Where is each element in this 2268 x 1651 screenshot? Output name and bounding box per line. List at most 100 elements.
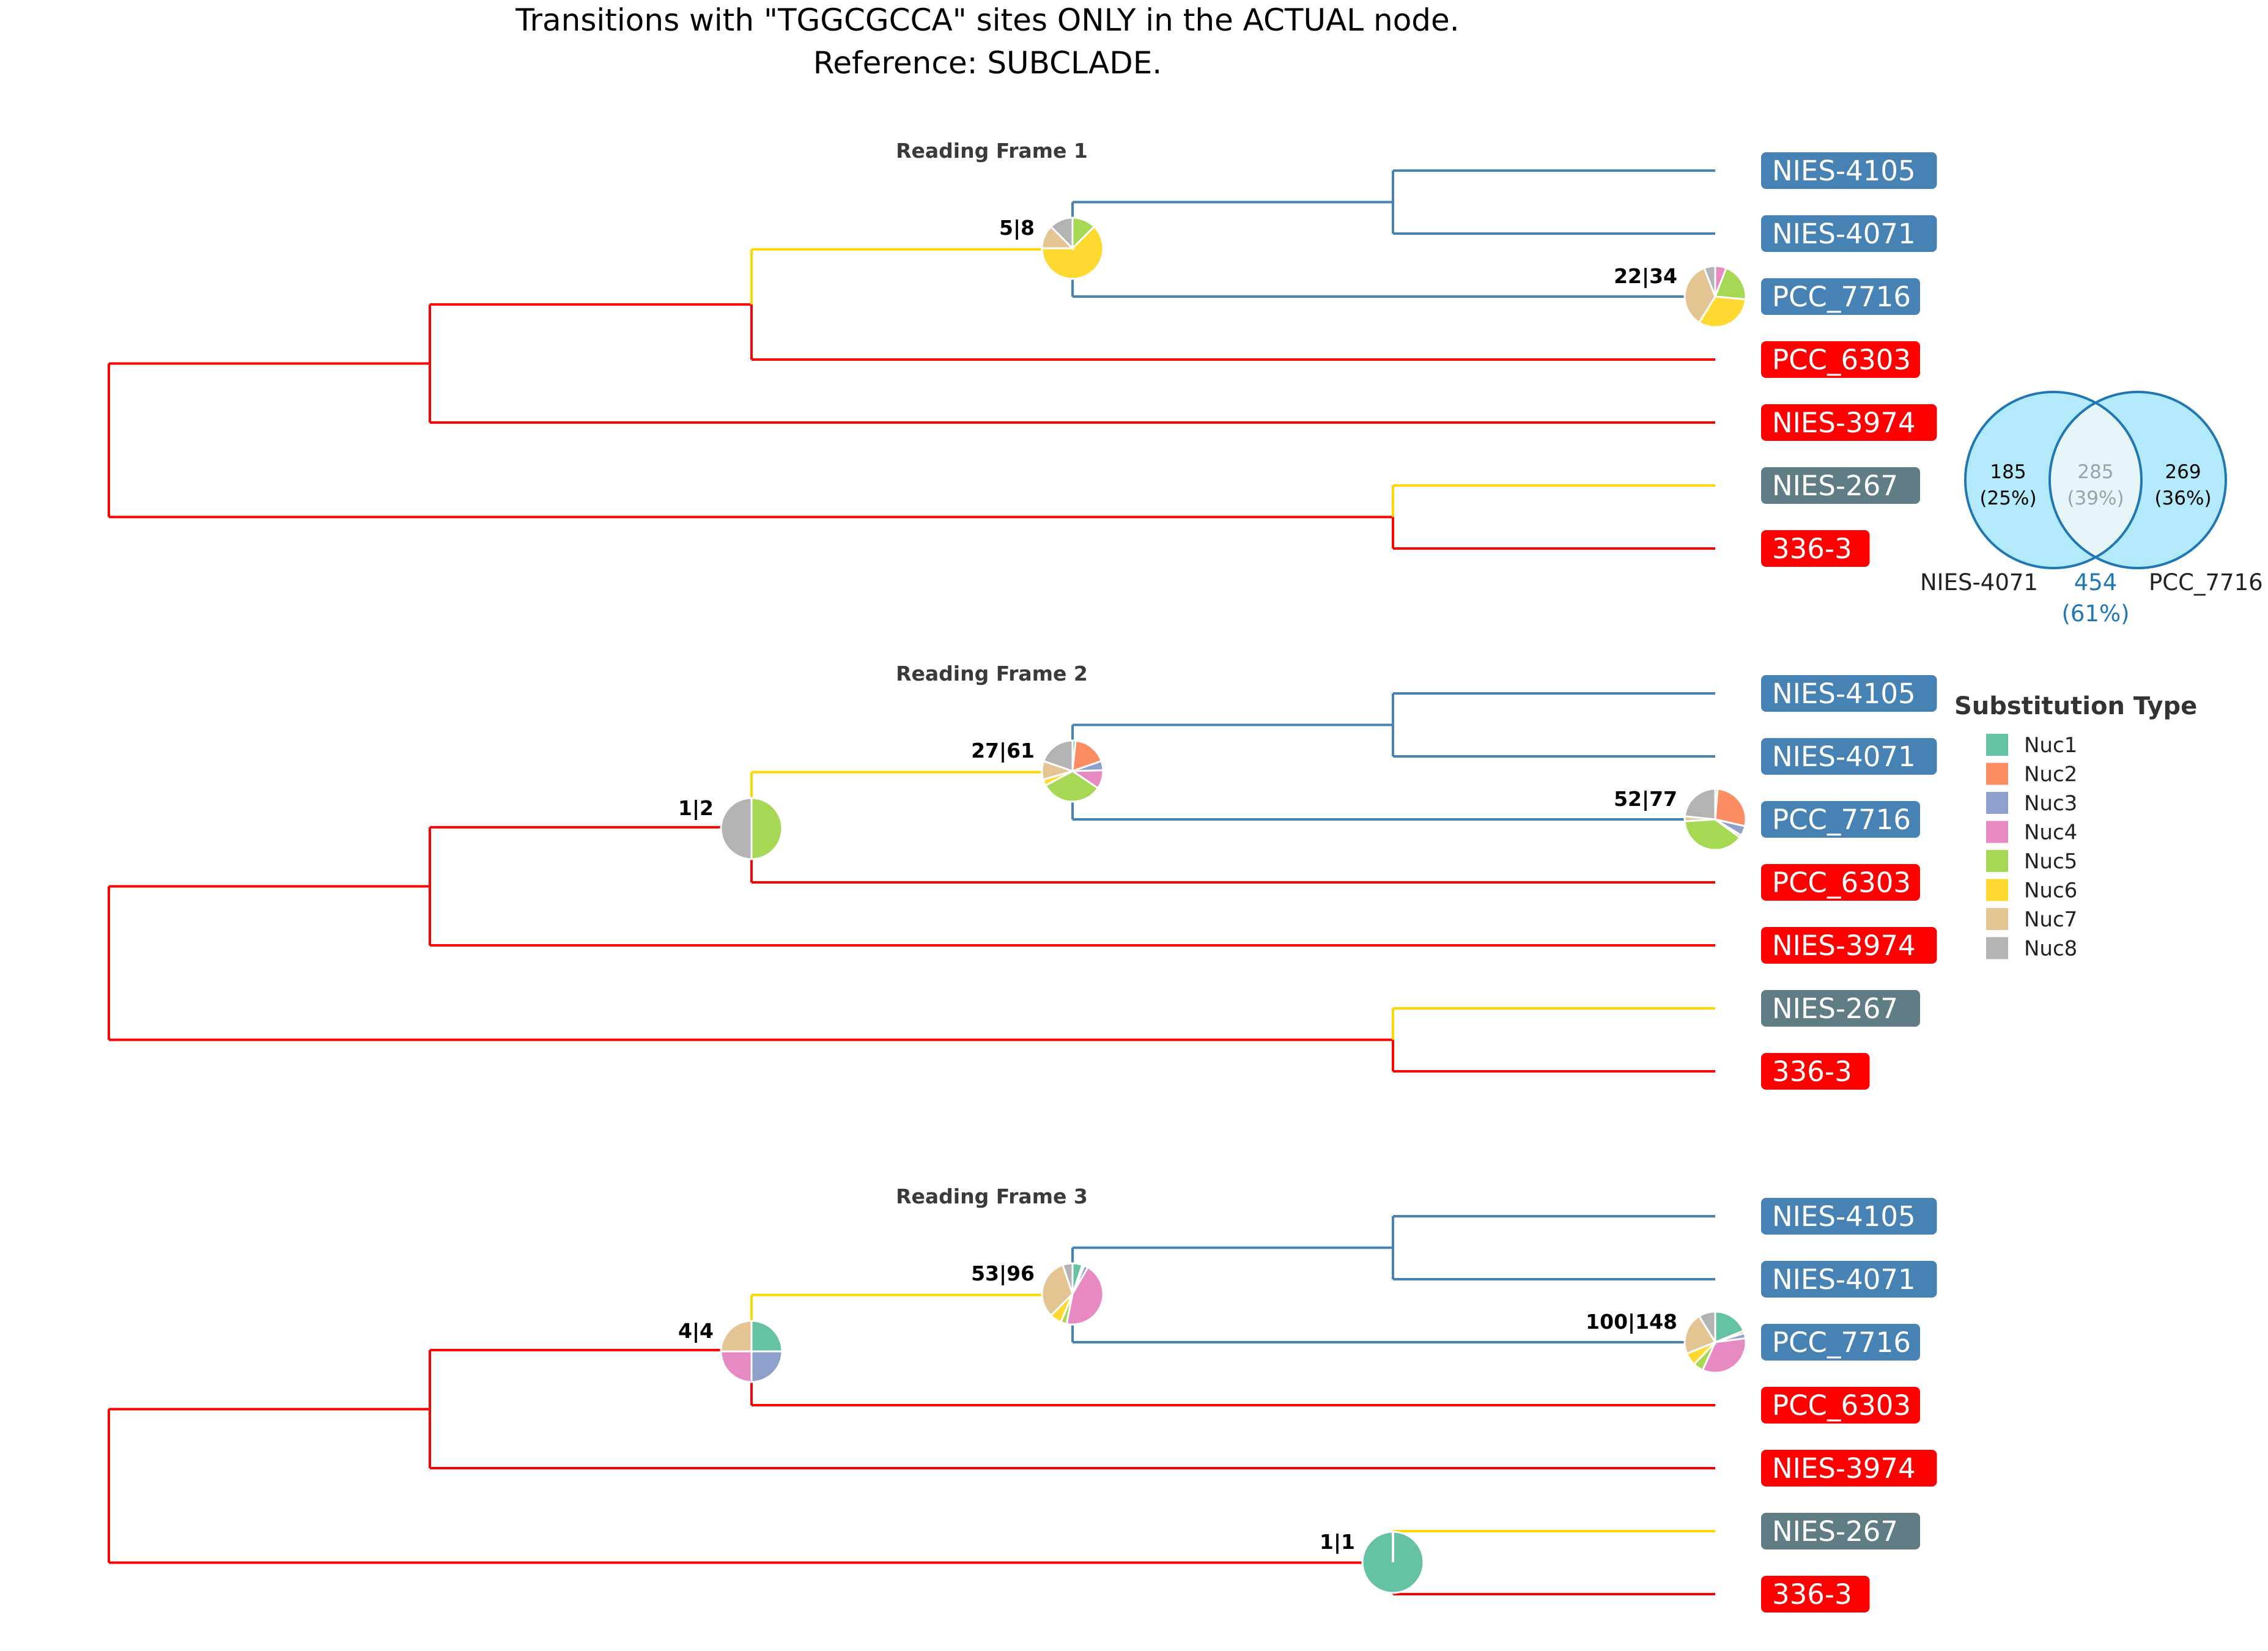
node-pie-chart	[1041, 739, 1104, 803]
tip-label-box	[1761, 864, 1920, 901]
node-pie-chart	[720, 1320, 783, 1383]
tip-label-text: NIES-4071	[1772, 741, 1916, 773]
legend-swatch	[1986, 850, 2008, 872]
legend-label: Nuc7	[2024, 907, 2077, 932]
node-count-label: 52|77	[1614, 787, 1677, 811]
legend-item-nuc8: Nuc8	[1986, 937, 2077, 961]
tip-label: PCC_6303	[1761, 341, 1920, 378]
pie-slice-nuc8	[1697, 1310, 1716, 1346]
tip-label: 336-3	[1761, 1053, 1870, 1090]
tip-label-text: 336-3	[1772, 533, 1852, 565]
pie-slice-nuc1	[1714, 1310, 1745, 1344]
tip-label-text: 336-3	[1772, 1578, 1852, 1611]
legend-label: Nuc1	[2024, 733, 2077, 758]
node-pie-chart	[1041, 216, 1104, 280]
tip-label: 336-3	[1761, 1576, 1870, 1612]
venn-circle-left-outline	[1964, 391, 2143, 569]
venn-right-only-percent: (36%)	[2154, 487, 2211, 509]
tip-label: NIES-267	[1761, 990, 1920, 1027]
tip-label: PCC_7716	[1761, 278, 1920, 315]
tip-label-box	[1761, 675, 1937, 712]
legend-item-nuc5: Nuc5	[1986, 849, 2077, 874]
tip-label-box	[1761, 404, 1937, 441]
tip-label-text: PCC_6303	[1772, 866, 1911, 899]
venn-intersection	[2049, 402, 2141, 558]
tip-label-box	[1761, 1324, 1920, 1361]
tip-label-text: NIES-4071	[1772, 1263, 1916, 1296]
tree-panel-reading-frame-3: Reading Frame 3 NIES-4105 NIES-4071 PCC_771…	[108, 1184, 1937, 1612]
tip-label-text: PCC_7716	[1772, 281, 1911, 313]
pie-slice-nuc3	[750, 1350, 783, 1383]
figure-title-line-1: Transitions with "TGGCGCCA" sites ONLY i…	[515, 2, 1459, 38]
legend-swatch	[1986, 908, 2008, 930]
tip-label: NIES-4071	[1761, 215, 1937, 252]
tip-label-box	[1761, 1261, 1937, 1298]
legend-label: Nuc5	[2024, 849, 2077, 874]
tip-label-text: PCC_7716	[1772, 1326, 1911, 1359]
pie-slice-nuc7	[1683, 267, 1716, 324]
tip-label-text: NIES-3974	[1772, 1452, 1916, 1485]
node-pie-chart	[1361, 1531, 1425, 1594]
tip-label: NIES-4105	[1761, 675, 1937, 712]
legend-label: Nuc4	[2024, 821, 2077, 845]
venn-right-only-count: 269	[2165, 461, 2201, 483]
tip-label: NIES-3974	[1761, 404, 1937, 441]
legend-item-nuc3: Nuc3	[1986, 791, 2077, 816]
venn-right-set-name: PCC_7716	[2149, 569, 2263, 596]
legend-swatch	[1986, 937, 2008, 959]
node-count-label: 53|96	[971, 1261, 1035, 1285]
venn-union-count: 454	[2074, 569, 2118, 596]
venn-shared-percent: (39%)	[2067, 487, 2124, 509]
legend-label: Nuc6	[2024, 879, 2077, 903]
pie-slice-nuc8	[1062, 1262, 1074, 1295]
node-pie-chart	[1683, 1310, 1747, 1374]
tip-label-box	[1761, 341, 1920, 378]
node-count-label: 100|148	[1586, 1310, 1677, 1334]
tip-label-text: NIES-4105	[1772, 678, 1916, 710]
tip-label-text: PCC_6303	[1772, 1389, 1911, 1422]
legend-swatch	[1986, 792, 2008, 814]
tip-label-text: NIES-4105	[1772, 155, 1916, 187]
tree-panel-reading-frame-1: Reading Frame 1 NIES-4105 NIES-4071 PCC_771…	[108, 139, 1937, 567]
node-count-label: 22|34	[1614, 264, 1677, 288]
tip-label-box	[1761, 278, 1920, 315]
pie-slice-nuc4	[720, 1350, 753, 1383]
pie-slice-nuc2	[1714, 788, 1747, 827]
substitution-type-legend: Substitution Type Nuc1 Nuc2 Nuc3 Nuc4 Nuc5 Nu…	[1954, 692, 2197, 961]
pie-slice-nuc7	[1683, 1315, 1717, 1355]
tip-label: NIES-267	[1761, 1513, 1920, 1549]
tip-label-box	[1761, 1576, 1870, 1612]
tip-label-box	[1761, 1450, 1937, 1487]
tip-label-text: NIES-267	[1772, 992, 1898, 1025]
node-pie-chart	[1683, 788, 1747, 851]
legend-title: Substitution Type	[1954, 692, 2197, 720]
tip-label-box	[1761, 215, 1937, 252]
pie-slice-nuc7	[1041, 1263, 1074, 1317]
tip-label-text: NIES-3974	[1772, 929, 1916, 962]
venn-left-only-count: 185	[1990, 461, 2026, 483]
panel-title: Reading Frame 3	[896, 1184, 1088, 1208]
pie-slice-nuc6	[1041, 225, 1104, 280]
node-pie-chart	[1683, 265, 1747, 328]
node-count-label: 27|61	[971, 739, 1035, 763]
panel-title: Reading Frame 2	[896, 662, 1088, 685]
tip-label-box	[1761, 1053, 1870, 1090]
tip-label-text: PCC_7716	[1772, 803, 1911, 836]
tip-label-box	[1761, 990, 1920, 1027]
tip-label: NIES-4105	[1761, 152, 1937, 189]
node-pie-chart	[720, 797, 783, 860]
tip-label-box	[1761, 467, 1920, 504]
venn-left-set-name: NIES-4071	[1920, 569, 2038, 596]
venn-left-only-percent: (25%)	[1979, 487, 2036, 509]
tip-label: NIES-4105	[1761, 1198, 1937, 1235]
pie-slice-nuc8	[720, 797, 753, 860]
pie-slice-nuc8	[1042, 739, 1074, 773]
legend-item-nuc7: Nuc7	[1986, 907, 2077, 932]
venn-circle-right-outline	[2048, 391, 2227, 569]
tip-label: NIES-3974	[1761, 927, 1937, 964]
tip-label-text: NIES-4105	[1772, 1200, 1916, 1233]
legend-item-nuc2: Nuc2	[1986, 763, 2077, 787]
tip-label-box	[1761, 1198, 1937, 1235]
tip-label: NIES-3974	[1761, 1450, 1937, 1487]
